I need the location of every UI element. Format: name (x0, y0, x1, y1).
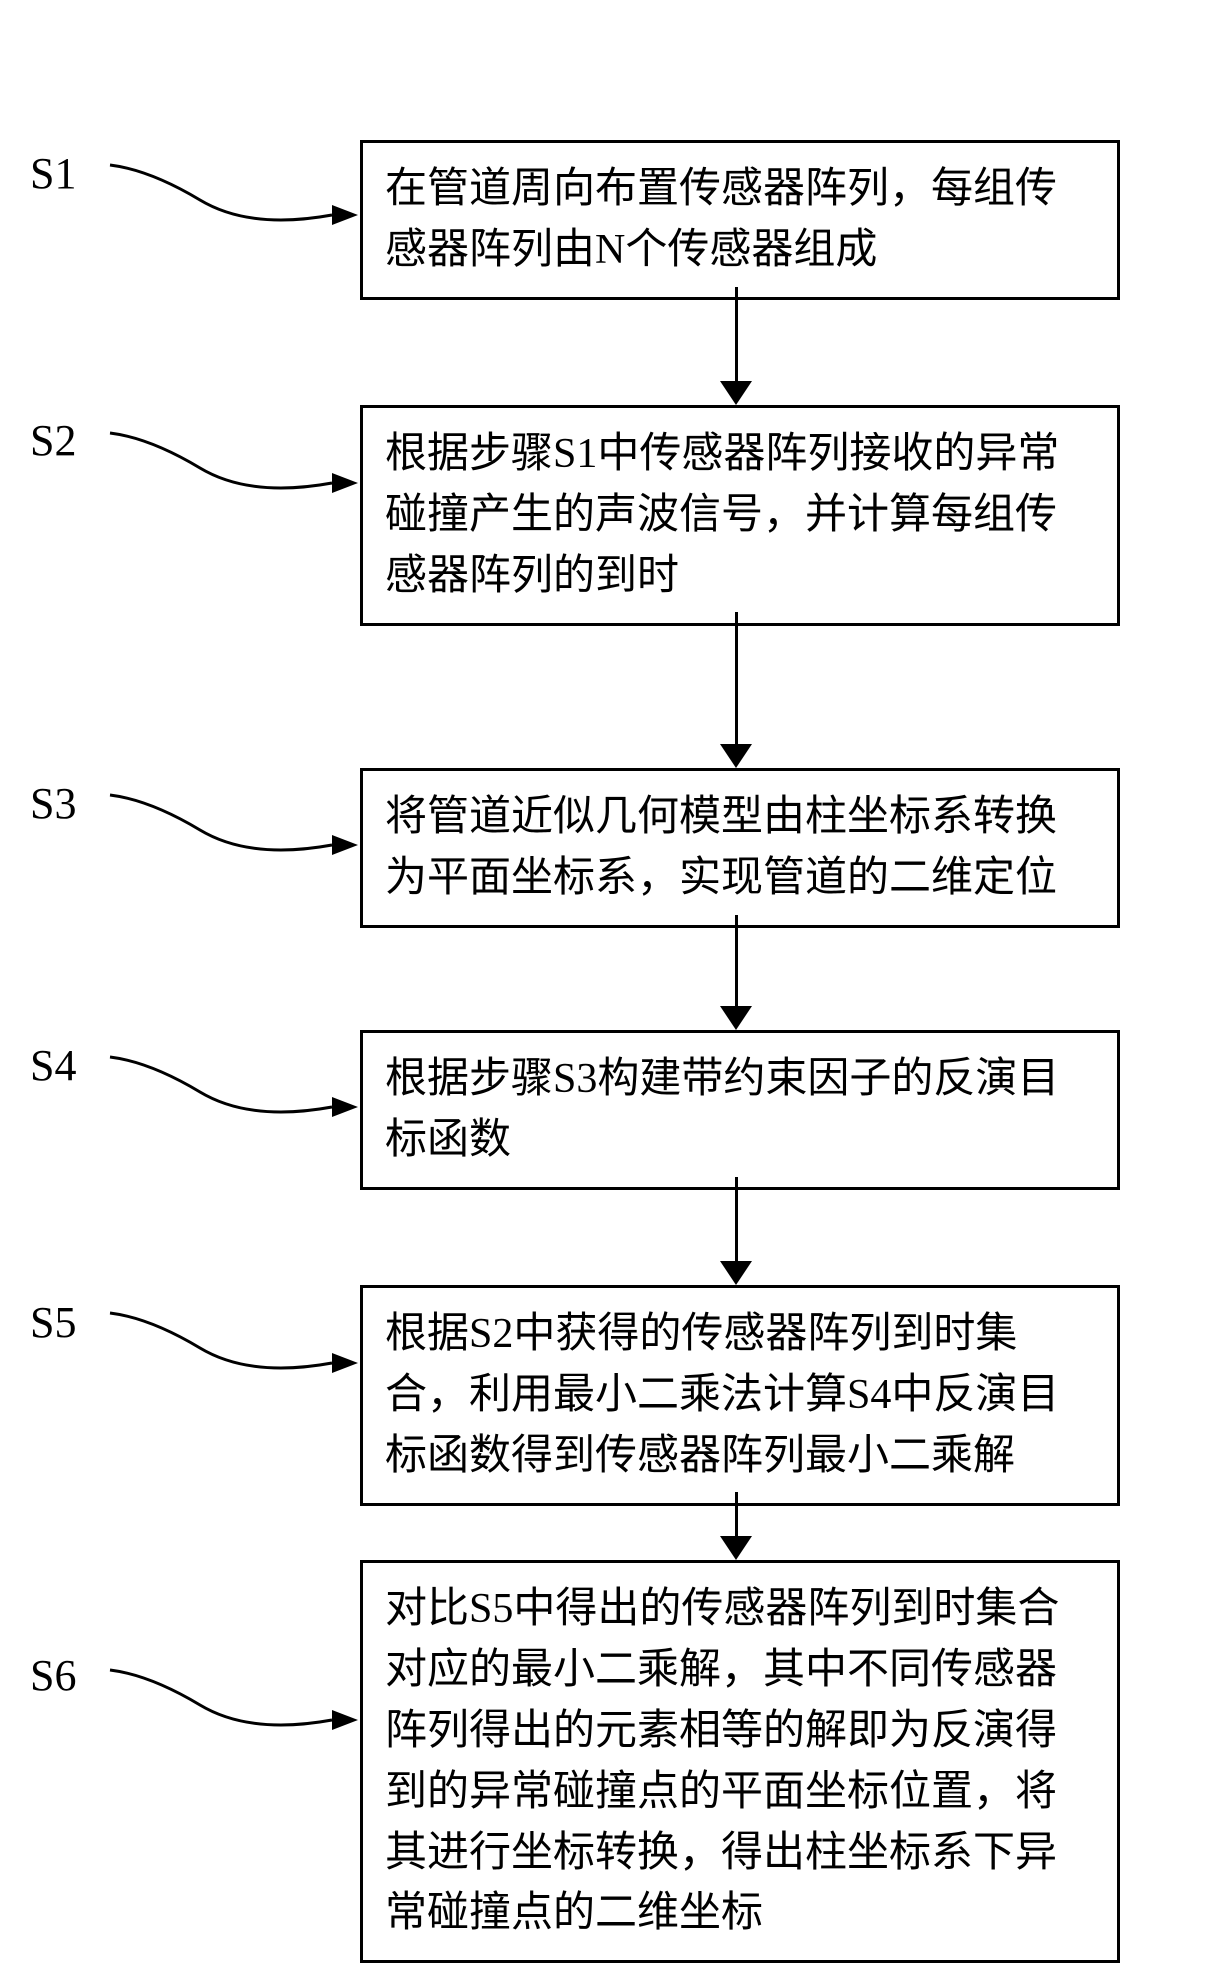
step-label-s2: S2 (30, 415, 76, 466)
step-box-s6: 对比S5中得出的传感器阵列到时集合对应的最小二乘解，其中不同传感器阵列得出的元素… (360, 1560, 1120, 1963)
connector-s2-s3 (735, 612, 738, 744)
arrow-label-to-box-s3 (100, 790, 360, 870)
step-box-s1: 在管道周向布置传感器阵列，每组传感器阵列由N个传感器组成 (360, 140, 1120, 300)
arrow-label-to-box-s6 (100, 1665, 360, 1745)
connector-s5-s6 (735, 1492, 738, 1536)
arrow-label-to-box-s5 (100, 1308, 360, 1388)
arrow-label-to-box-s1 (100, 160, 360, 240)
arrow-label-to-box-s4 (100, 1052, 360, 1132)
step-box-s3: 将管道近似几何模型由柱坐标系转换为平面坐标系，实现管道的二维定位 (360, 768, 1120, 928)
step-label-s1: S1 (30, 148, 76, 199)
connector-arrowhead-s4-s5 (720, 1261, 752, 1285)
connector-s4-s5 (735, 1177, 738, 1261)
connector-s3-s4 (735, 915, 738, 1006)
connector-arrowhead-s5-s6 (720, 1536, 752, 1560)
connector-s1-s2 (735, 287, 738, 381)
arrow-label-to-box-s2 (100, 428, 360, 508)
connector-arrowhead-s1-s2 (720, 381, 752, 405)
step-box-s2: 根据步骤S1中传感器阵列接收的异常碰撞产生的声波信号，并计算每组传感器阵列的到时 (360, 405, 1120, 626)
connector-arrowhead-s3-s4 (720, 1006, 752, 1030)
step-label-s3: S3 (30, 778, 76, 829)
step-label-s5: S5 (30, 1297, 76, 1348)
connector-arrowhead-s2-s3 (720, 744, 752, 768)
step-box-s5: 根据S2中获得的传感器阵列到时集合，利用最小二乘法计算S4中反演目标函数得到传感… (360, 1285, 1120, 1506)
step-label-s6: S6 (30, 1650, 76, 1701)
step-label-s4: S4 (30, 1040, 76, 1091)
step-box-s4: 根据步骤S3构建带约束因子的反演目标函数 (360, 1030, 1120, 1190)
